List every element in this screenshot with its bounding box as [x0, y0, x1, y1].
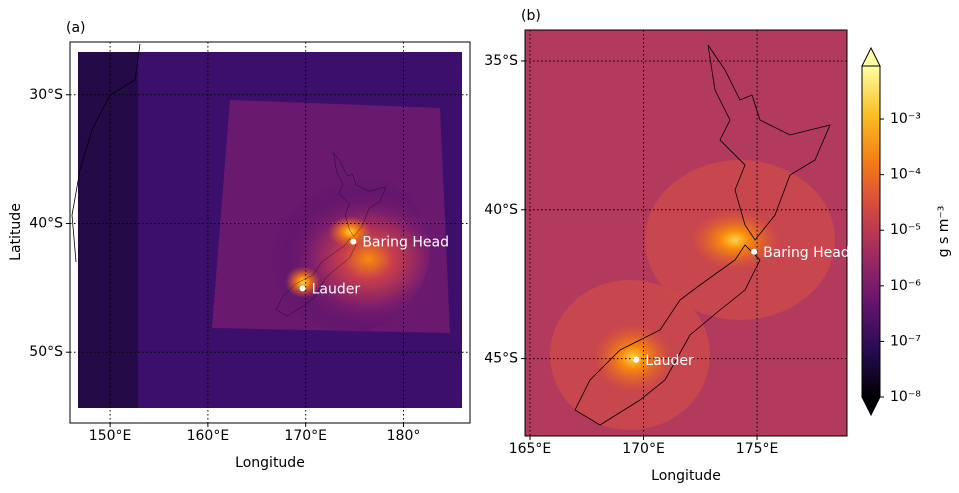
x-tick-label: 170°E	[622, 441, 665, 457]
x-axis-label: Longitude	[235, 455, 305, 471]
y-tick-label: 40°S	[29, 215, 63, 231]
colorbar-tick-label: 10⁻⁶	[890, 278, 921, 294]
colorbar-extend-low	[861, 396, 881, 417]
x-tick-label: 150°E	[89, 428, 132, 444]
x-tick-label: 175°E	[736, 441, 779, 457]
panel-a-field	[71, 43, 462, 408]
site-marker	[633, 356, 640, 363]
y-tick-label: 30°S	[29, 87, 63, 103]
panel-b-frame	[524, 29, 848, 437]
colorbar-tick-label: 10⁻⁸	[890, 389, 921, 405]
site-label: Lauder	[312, 281, 361, 297]
panel-label: (a)	[66, 20, 86, 36]
x-tick-label: 165°E	[509, 441, 552, 457]
y-tick-label: 45°S	[484, 351, 518, 367]
site-label: Baring Head	[362, 235, 449, 251]
colorbar-frame	[861, 65, 881, 398]
y-tick-label: 40°S	[484, 202, 518, 218]
colorbar-label: g s m⁻³	[936, 206, 952, 258]
site-marker	[299, 285, 306, 292]
colorbar-tick-label: 10⁻⁷	[890, 333, 921, 349]
x-tick-label: 180°	[387, 428, 421, 444]
site-label: Baring Head	[763, 245, 850, 261]
site-marker	[350, 238, 357, 245]
x-tick-label: 170°E	[284, 428, 327, 444]
colorbar-tick-label: 10⁻⁵	[890, 222, 921, 238]
colorbar-extend-high	[861, 46, 881, 67]
panel-b-field	[525, 30, 847, 436]
panel-label: (b)	[521, 8, 541, 24]
colorbar-tick-label: 10⁻³	[890, 111, 921, 127]
panel-a-frame	[69, 41, 471, 424]
y-tick-label: 50°S	[29, 344, 63, 360]
site-marker	[751, 248, 758, 255]
colorbar-tick-label: 10⁻⁴	[890, 167, 921, 183]
x-tick-label: 160°E	[187, 428, 230, 444]
y-tick-label: 35°S	[484, 53, 518, 69]
x-axis-label: Longitude	[651, 468, 721, 484]
colorbar	[862, 66, 880, 397]
site-label: Lauder	[645, 353, 694, 369]
y-axis-label: Latitude	[8, 203, 24, 261]
